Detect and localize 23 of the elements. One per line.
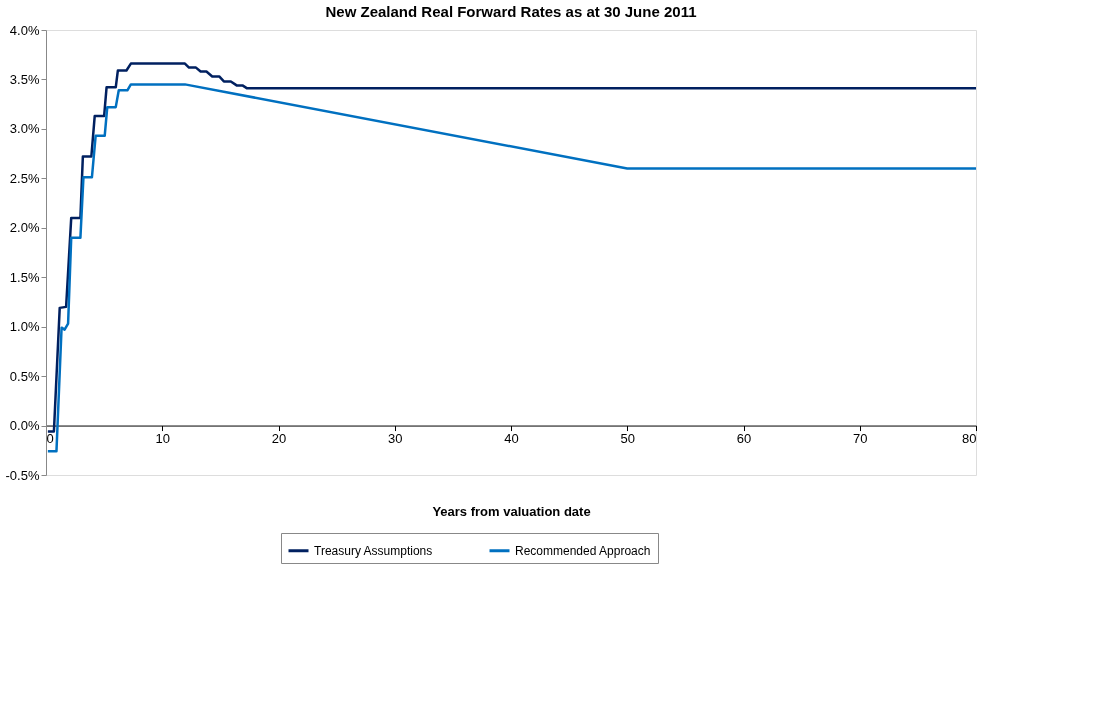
- y-tick-label: 2.0%: [9, 220, 40, 236]
- legend-label: Recommended Approach: [515, 543, 651, 558]
- x-tick-label: 80: [962, 431, 977, 447]
- x-axis-title: Years from valuation date: [432, 503, 591, 519]
- legend-label: Treasury Assumptions: [314, 543, 433, 558]
- x-tick-label: 20: [271, 431, 287, 447]
- y-tick-label: 3.0%: [9, 121, 40, 137]
- y-tick-label: 0.5%: [9, 368, 40, 384]
- y-tick-label: 1.5%: [9, 269, 40, 285]
- x-tick-label: 30: [388, 431, 403, 447]
- y-tick-label: 3.5%: [9, 71, 40, 87]
- x-tick-label: 0: [46, 431, 54, 447]
- x-tick-label: 70: [853, 431, 868, 447]
- y-tick-label: 4.0%: [9, 22, 40, 38]
- y-tick-label: -0.5%: [5, 467, 40, 483]
- y-tick-label: 0.0%: [9, 418, 40, 434]
- chart-title: New Zealand Real Forward Rates as at 30 June 2011: [325, 3, 697, 20]
- x-tick-label: 50: [620, 431, 635, 447]
- x-tick-label: 10: [155, 431, 170, 447]
- x-tick-label: 60: [736, 431, 752, 447]
- y-tick-label: 1.0%: [9, 319, 40, 335]
- x-tick-label: 40: [504, 431, 519, 447]
- y-tick-label: 2.5%: [9, 170, 40, 186]
